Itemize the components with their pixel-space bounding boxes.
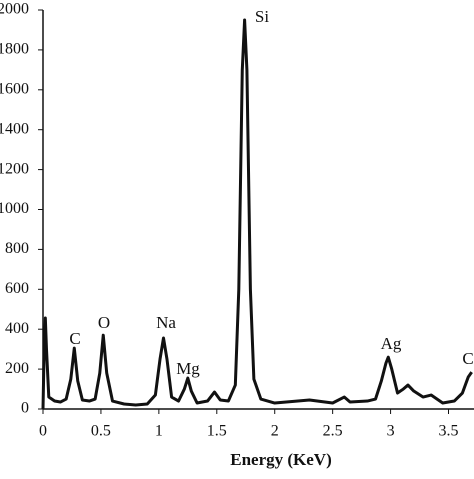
x-tick-label: 1 <box>155 423 163 440</box>
y-tick-label: 1800 <box>0 41 29 58</box>
y-tick-label: 1200 <box>0 160 29 177</box>
x-tick-label: 2.5 <box>323 423 343 440</box>
peak-label: O <box>98 313 110 332</box>
peak-label: C <box>69 329 80 348</box>
x-tick-label: 2 <box>271 423 279 440</box>
y-tick-label: 1400 <box>0 120 29 137</box>
peak-label: Mg <box>176 359 200 378</box>
y-tick-label: 600 <box>5 280 29 297</box>
x-tick-label: 3 <box>387 423 395 440</box>
x-tick-label: 0 <box>39 423 47 440</box>
x-axis-title: Energy (KeV) <box>230 450 332 469</box>
x-tick-label: 3.5 <box>439 423 459 440</box>
y-tick-label: 800 <box>5 240 29 257</box>
y-tick-label: 400 <box>5 320 29 337</box>
peak-label: Na <box>156 313 176 332</box>
y-tick-label: 2000 <box>0 1 29 18</box>
y-tick-label: 200 <box>5 360 29 377</box>
y-tick-label: 1600 <box>0 80 29 97</box>
peak-label: C <box>462 349 473 368</box>
y-tick-label: 0 <box>21 400 29 417</box>
x-tick-label: 0.5 <box>91 423 111 440</box>
y-tick-label: 1000 <box>0 200 29 217</box>
peak-label: Si <box>255 7 269 26</box>
peak-label: Ag <box>381 334 402 353</box>
spectrum-line <box>41 18 473 410</box>
x-tick-label: 1.5 <box>207 423 227 440</box>
